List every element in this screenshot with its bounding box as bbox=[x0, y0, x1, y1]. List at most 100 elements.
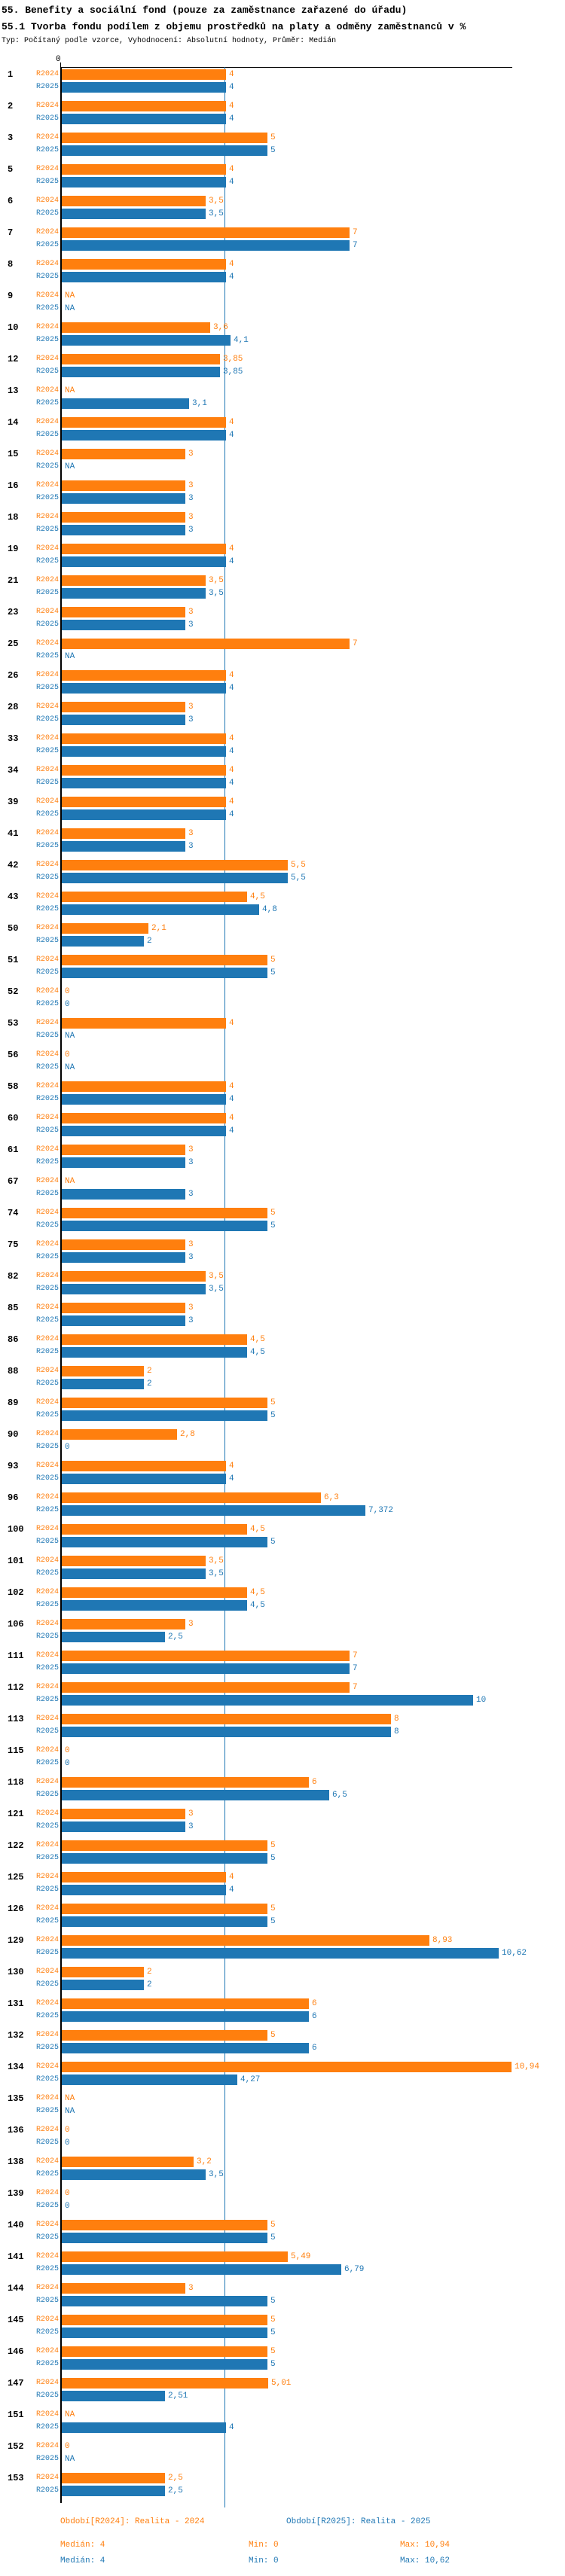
office-id-label: 82 bbox=[8, 1271, 19, 1282]
bar-r2024 bbox=[62, 133, 267, 143]
bar-value-r2024: 2,8 bbox=[180, 1430, 195, 1439]
bar-row-r2025: R2025 4,8 bbox=[36, 904, 565, 915]
bar-row-r2024: R2024 3 bbox=[36, 449, 565, 459]
chart-row-group: 111 R2024 7 R2025 7 bbox=[8, 1651, 565, 1674]
series-label-r2025: R2025 bbox=[35, 842, 59, 850]
page-subtitle: 55.1 Tvorba fondu podílem z objemu prost… bbox=[2, 21, 466, 32]
series-label-r2024: R2024 bbox=[35, 1272, 59, 1280]
bar-value-r2025: 3,5 bbox=[209, 209, 224, 218]
legend-period-r2024: Období[R2024]: Realita - 2024 bbox=[60, 2517, 205, 2526]
bar-value-r2024: 3 bbox=[188, 1303, 194, 1312]
office-id-label: 43 bbox=[8, 892, 19, 902]
bar-value-r2025: 4 bbox=[229, 2423, 234, 2432]
bar-value-r2025: 3 bbox=[188, 1158, 194, 1167]
page-title: 55. Benefity a sociální fond (pouze za z… bbox=[2, 5, 408, 16]
bar-row-r2024: R2024 NA bbox=[36, 2410, 565, 2420]
office-id-label: 121 bbox=[8, 1809, 24, 1819]
series-label-r2024: R2024 bbox=[35, 1715, 59, 1723]
series-label-r2024: R2024 bbox=[35, 1050, 59, 1059]
chart-row-group: 96 R2024 6,3 R2025 7,372 bbox=[8, 1492, 565, 1516]
bar-row-r2025: R2025 4 bbox=[36, 2422, 565, 2433]
chart-row-group: 122 R2024 5 R2025 5 bbox=[8, 1840, 565, 1864]
bar-row-r2024: R2024 NA bbox=[36, 1176, 565, 1187]
chart-row-group: 118 R2024 6 R2025 6,5 bbox=[8, 1777, 565, 1800]
bar-r2024 bbox=[62, 1239, 185, 1250]
bar-row-r2025: R2025 4 bbox=[36, 1474, 565, 1484]
bar-r2024 bbox=[62, 1429, 177, 1440]
chart-row-group: 85 R2024 3 R2025 3 bbox=[8, 1303, 565, 1326]
bar-r2025 bbox=[62, 1568, 206, 1579]
bar-r2025 bbox=[62, 1980, 144, 1990]
series-label-r2024: R2024 bbox=[35, 766, 59, 774]
bar-row-r2025: R2025 5 bbox=[36, 1410, 565, 1421]
bar-value-r2025: 4 bbox=[229, 1886, 234, 1895]
bar-r2024 bbox=[62, 1492, 321, 1503]
office-id-label: 21 bbox=[8, 575, 19, 586]
bar-row-r2025: R2025 2,51 bbox=[36, 2391, 565, 2401]
series-label-r2024: R2024 bbox=[35, 1936, 59, 1944]
bar-r2025 bbox=[62, 1505, 365, 1516]
series-label-r2024: R2024 bbox=[35, 1209, 59, 1217]
bar-value-r2025: 6 bbox=[312, 2044, 317, 2053]
series-label-r2024: R2024 bbox=[35, 1145, 59, 1154]
bar-r2024 bbox=[62, 2283, 185, 2294]
bar-r2024 bbox=[62, 1777, 309, 1788]
x-axis-line bbox=[60, 67, 512, 68]
bar-row-r2025: R2025 3,5 bbox=[36, 209, 565, 219]
bar-value-r2024: 7 bbox=[353, 639, 358, 648]
bar-value-r2025: 2 bbox=[147, 937, 152, 946]
chart-row-group: 43 R2024 4,5 R2025 4,8 bbox=[8, 892, 565, 915]
bar-value-r2025: 7 bbox=[353, 241, 358, 250]
office-id-label: 51 bbox=[8, 955, 19, 965]
chart-row-group: 25 R2024 7 R2025 NA bbox=[8, 639, 565, 662]
bar-r2024 bbox=[62, 1113, 226, 1123]
series-label-r2025: R2025 bbox=[35, 2202, 59, 2210]
bar-row-r2024: R2024 0 bbox=[36, 1745, 565, 1756]
series-label-r2025: R2025 bbox=[35, 178, 59, 186]
bar-r2024 bbox=[62, 1018, 226, 1029]
series-label-r2025: R2025 bbox=[35, 431, 59, 439]
chart-row-group: 74 R2024 5 R2025 5 bbox=[8, 1208, 565, 1231]
report-header: 55. Benefity a sociální fond (pouze za z… bbox=[0, 0, 565, 46]
office-id-label: 6 bbox=[8, 196, 14, 206]
series-label-r2024: R2024 bbox=[35, 197, 59, 205]
bar-row-r2025: R2025 3 bbox=[36, 525, 565, 535]
office-id-label: 67 bbox=[8, 1176, 19, 1187]
series-label-r2024: R2024 bbox=[35, 1240, 59, 1248]
bar-value-r2024: 4 bbox=[229, 1019, 234, 1028]
bar-value-r2025: 3,5 bbox=[209, 2170, 224, 2179]
bar-row-r2025: R2025 4 bbox=[36, 114, 565, 124]
bar-value-r2025: 6,5 bbox=[332, 1791, 347, 1800]
bar-r2024 bbox=[62, 512, 185, 523]
bar-r2025 bbox=[62, 240, 350, 251]
bar-row-r2024: R2024 5 bbox=[36, 2030, 565, 2041]
bar-row-r2025: R2025 4 bbox=[36, 1885, 565, 1895]
chart-row-group: 67 R2024 NA R2025 3 bbox=[8, 1176, 565, 1200]
bar-value-r2024: 5 bbox=[270, 1209, 276, 1218]
series-label-r2024: R2024 bbox=[35, 355, 59, 363]
office-id-label: 3 bbox=[8, 133, 14, 143]
series-label-r2025: R2025 bbox=[35, 1601, 59, 1609]
bar-row-r2024: R2024 3,5 bbox=[36, 1271, 565, 1282]
bar-value-r2024: 6 bbox=[312, 1778, 317, 1787]
bar-r2024 bbox=[62, 1714, 391, 1724]
series-label-r2025: R2025 bbox=[35, 1095, 59, 1103]
bar-value-r2025: 2,5 bbox=[168, 1632, 183, 1642]
office-id-label: 23 bbox=[8, 607, 19, 617]
bar-row-r2024: R2024 5 bbox=[36, 1840, 565, 1851]
bar-r2024 bbox=[62, 2030, 267, 2041]
series-label-r2024: R2024 bbox=[35, 544, 59, 553]
bar-value-r2024: 2,5 bbox=[168, 2474, 183, 2483]
bar-value-r2025: 2,5 bbox=[168, 2486, 183, 2495]
bar-row-r2024: R2024 3 bbox=[36, 607, 565, 617]
bar-r2024 bbox=[62, 227, 350, 238]
bar-value-r2024: 4 bbox=[229, 797, 234, 806]
bar-value-r2024: 3 bbox=[188, 513, 194, 522]
bar-row-r2025: R2025 4,27 bbox=[36, 2075, 565, 2085]
bar-value-r2024: 3 bbox=[188, 1809, 194, 1818]
series-label-r2025: R2025 bbox=[35, 779, 59, 787]
office-id-label: 10 bbox=[8, 322, 19, 333]
bar-r2024 bbox=[62, 1651, 350, 1661]
chart-row-group: 5 R2024 4 R2025 4 bbox=[8, 164, 565, 187]
chart-row-group: 6 R2024 3,5 R2025 3,5 bbox=[8, 196, 565, 219]
